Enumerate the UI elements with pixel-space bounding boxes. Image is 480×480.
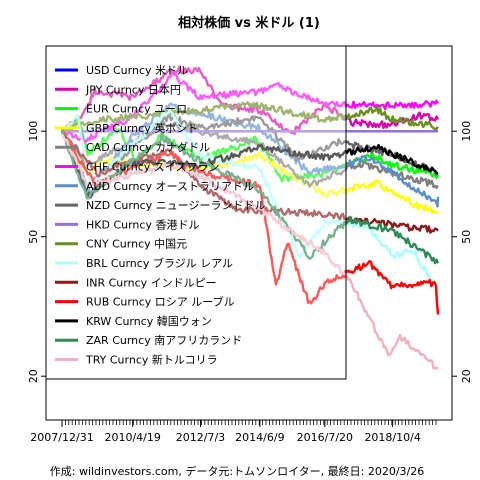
legend-label-11: INR Curncy インドルピー [86,276,217,289]
legend-label-3: GBP Curncy 英ポンド [86,121,198,135]
x-tick-label-3: 2014/6/9 [235,431,284,444]
series-line-13 [60,128,439,200]
series-line-11 [60,128,439,234]
legend-label-1: JPY Curncy 日本円 [85,82,181,96]
x-tick-label-0: 2007/12/31 [30,431,93,444]
y-tick-label-left-1: 50 [27,230,40,244]
legend-label-14: ZAR Curncy 南アフリカランド [86,334,242,347]
legend-label-4: CAD Curncy カナダドル [86,140,210,154]
series-line-5 [61,70,440,144]
y-tick-label-left-0: 20 [27,369,40,383]
series-line-6 [60,102,440,208]
y-tick-label-right-2: 100 [460,121,473,142]
series-line-3 [61,131,439,215]
x-tick-label-2: 2012/7/3 [176,431,225,444]
x-tick-label-5: 2018/10/4 [364,431,420,444]
y-tick-label-right-0: 20 [460,369,473,383]
x-tick-label-1: 2010/4/19 [104,431,160,444]
chart-caption: 作成: wildinvestors.com, データ元:トムソンロイター, 最終… [50,464,424,478]
chart-title: 相対株価 vs 米ドル (1) [178,15,320,31]
legend-label-0: USD Curncy 米ドル [86,64,188,77]
legend-label-9: CNY Curncy 中国元 [86,238,187,251]
series-line-14 [60,127,440,265]
series-line-9 [61,101,439,132]
series-layer [60,65,440,370]
x-tick-label-4: 2016/7/20 [297,431,353,444]
y-axis-left: 20 50 100 [27,121,46,383]
y-tick-label-right-1: 50 [460,230,473,244]
x-axis: 2007/12/31 2010/4/19 2012/7/3 2014/6/9 2016/… [30,420,437,444]
legend-box [45,45,347,380]
series-line-12 [60,128,440,315]
legend-label-8: HKD Curncy 香港ドル [86,218,199,231]
legend-label-7: NZD Curncy ニュージーランドドル [86,199,266,212]
legend-label-5: CHF Curncy スイスフラン [86,161,219,174]
series-line-1 [60,65,440,136]
legend: USD Curncy 米ドル JPY Curncy 日本円 EUR Curncy ユ… [45,45,347,380]
y-tick-label-left-2: 100 [27,121,40,142]
legend-label-15: TRY Curncy 新トルコリラ [85,353,218,367]
legend-label-6: AUD Curncy オーストラリアドル [86,180,254,193]
legend-label-12: RUB Curncy ロシア ルーブル [86,295,235,309]
legend-label-10: BRL Curncy ブラジル レアル [86,256,233,270]
series-line-10 [61,109,439,292]
series-line-15 [60,133,439,370]
y-axis-right: 20 50 100 [452,121,473,383]
legend-label-2: EUR Curncy ユーロ [86,103,187,116]
legend-label-13: KRW Curncy 韓国ウォン [86,315,212,328]
